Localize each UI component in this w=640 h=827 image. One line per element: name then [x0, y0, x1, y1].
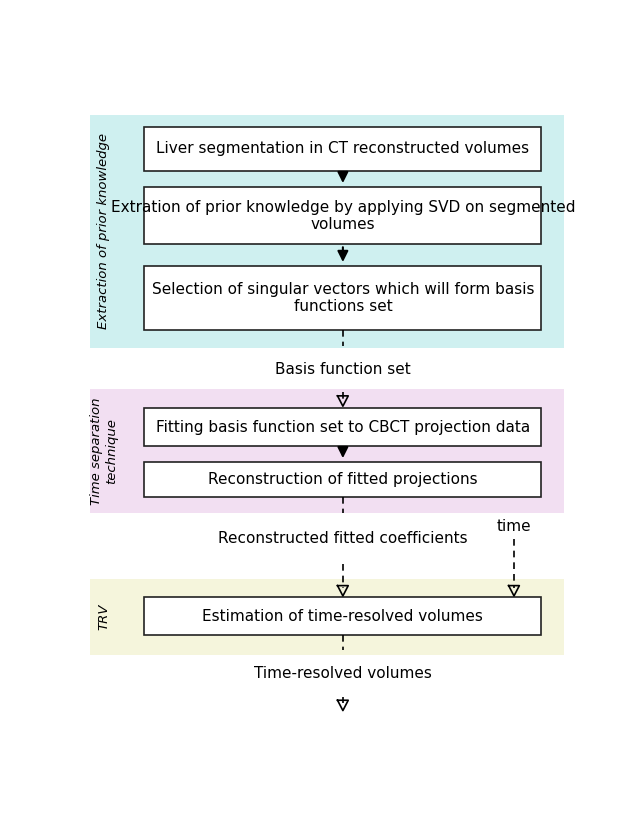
Text: Time-resolved volumes: Time-resolved volumes — [254, 666, 432, 681]
Text: Basis function set: Basis function set — [275, 361, 411, 377]
Text: TRV: TRV — [97, 604, 110, 630]
Text: Liver segmentation in CT reconstructed volumes: Liver segmentation in CT reconstructed v… — [156, 141, 529, 156]
Bar — [145, 266, 541, 330]
Bar — [90, 389, 564, 513]
Text: Reconstruction of fitted projections: Reconstruction of fitted projections — [208, 472, 477, 487]
Bar — [145, 408, 541, 447]
Text: Reconstructed fitted coefficients: Reconstructed fitted coefficients — [218, 531, 468, 546]
Text: Estimation of time-resolved volumes: Estimation of time-resolved volumes — [202, 609, 483, 624]
Bar — [145, 462, 541, 497]
Bar — [145, 187, 541, 245]
Text: Extraction of prior knowledge: Extraction of prior knowledge — [97, 133, 110, 329]
Text: Fitting basis function set to CBCT projection data: Fitting basis function set to CBCT proje… — [156, 419, 530, 435]
Bar — [90, 115, 564, 347]
Bar — [145, 597, 541, 635]
Text: Extration of prior knowledge by applying SVD on segmented
volumes: Extration of prior knowledge by applying… — [111, 199, 575, 232]
Text: Time separation
technique: Time separation technique — [90, 398, 118, 505]
Bar — [145, 127, 541, 170]
Text: Selection of singular vectors which will form basis
functions set: Selection of singular vectors which will… — [152, 282, 534, 314]
Text: time: time — [497, 519, 531, 533]
Bar — [90, 580, 564, 654]
